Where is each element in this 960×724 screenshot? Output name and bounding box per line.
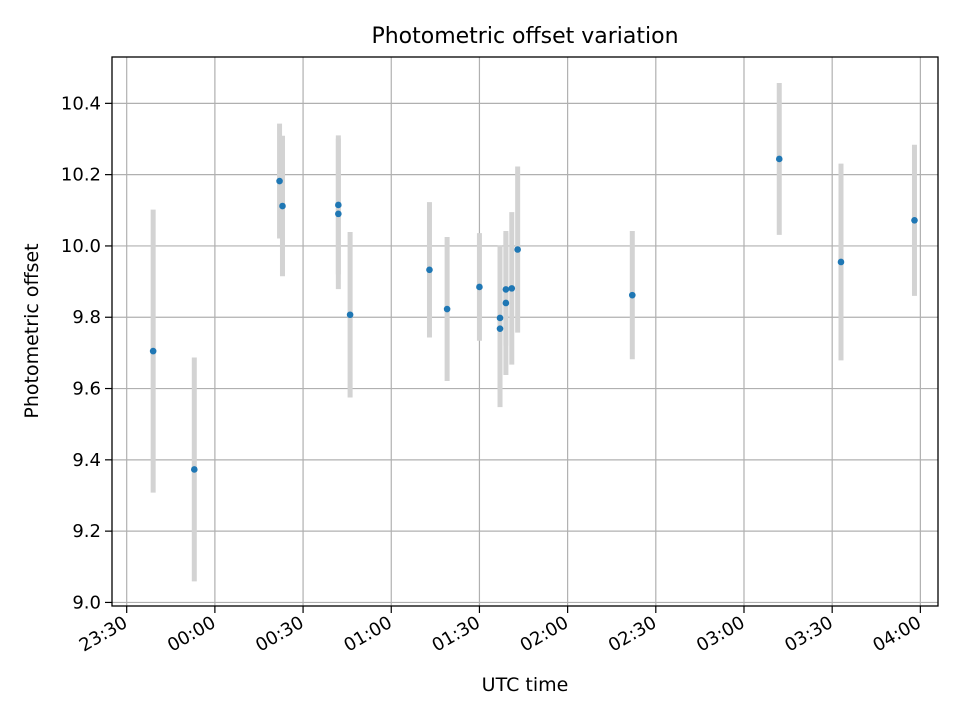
chart-title: Photometric offset variation xyxy=(371,24,678,49)
point-layer xyxy=(149,155,918,473)
data-point xyxy=(514,246,521,253)
data-point xyxy=(911,216,918,224)
data-point xyxy=(276,177,283,185)
data-point xyxy=(476,283,483,291)
data-point xyxy=(628,291,636,299)
data-point xyxy=(335,210,342,218)
data-point xyxy=(426,266,433,274)
grid-layer xyxy=(112,57,938,606)
data-point xyxy=(279,202,286,210)
y-tick-label: 10.0 xyxy=(61,236,101,257)
data-point xyxy=(775,155,783,163)
data-point xyxy=(149,347,157,355)
plot-frame xyxy=(111,56,939,607)
data-point xyxy=(508,285,516,292)
data-point xyxy=(496,314,504,322)
y-axis-label: Photometric offset xyxy=(21,243,43,418)
x-axis-label: UTC time xyxy=(482,674,569,696)
y-tick-label: 9.2 xyxy=(72,521,101,542)
data-point xyxy=(837,258,845,266)
y-tick-label: 10.2 xyxy=(61,165,101,186)
y-tick-label: 9.8 xyxy=(72,307,101,328)
data-point xyxy=(346,311,354,319)
data-point xyxy=(502,286,510,293)
y-tick-label: 10.4 xyxy=(61,93,101,114)
data-point xyxy=(335,201,342,209)
data-point xyxy=(502,299,510,307)
y-tick-label: 9.0 xyxy=(72,592,101,613)
y-tick-label: 9.4 xyxy=(72,450,101,471)
y-tick-label: 9.6 xyxy=(72,379,101,400)
data-point xyxy=(191,466,198,473)
data-point xyxy=(443,305,451,313)
data-point xyxy=(496,325,504,332)
